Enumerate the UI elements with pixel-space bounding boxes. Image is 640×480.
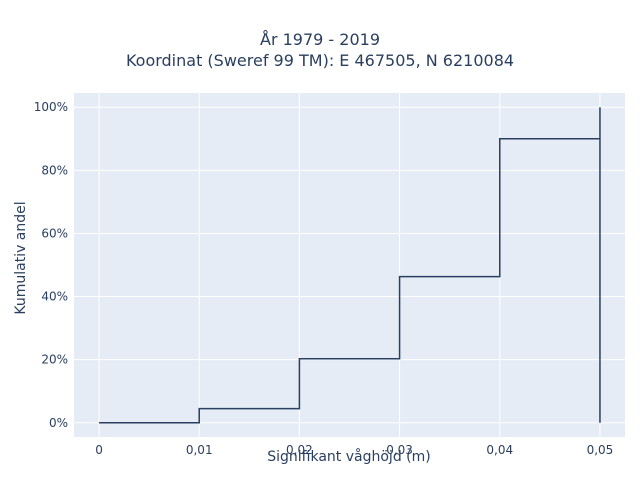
- cumulative-step-line: [99, 107, 601, 424]
- y-tick-label: 20%: [41, 353, 68, 367]
- x-tick-label: 0,01: [186, 443, 213, 457]
- chart-title-line1: År 1979 - 2019: [260, 30, 380, 49]
- y-tick-label: 100%: [34, 100, 68, 114]
- y-axis-label: Kumulativ andel: [13, 201, 29, 314]
- x-tick-label: 0,04: [486, 443, 513, 457]
- chart-title-line2: Koordinat (Sweref 99 TM): E 467505, N 62…: [125, 51, 515, 70]
- x-axis-label: Signifikant våghöjd (m): [267, 448, 430, 465]
- series-layer: [99, 107, 601, 424]
- y-tick-label: 60%: [41, 226, 68, 240]
- x-tick-label: 0,03: [386, 443, 413, 457]
- y-tick-label: 0%: [49, 416, 68, 430]
- x-tick-label: 0,05: [587, 443, 614, 457]
- x-axis-ticks: 0 0,01 0,02 0,03 0,04 0,05: [95, 443, 613, 457]
- y-axis-ticks: 0% 20% 40% 60% 80% 100%: [34, 100, 68, 430]
- plot-background: [74, 93, 625, 437]
- y-tick-label: 40%: [41, 290, 68, 304]
- grid-lines: [74, 93, 625, 437]
- y-tick-label: 80%: [41, 163, 68, 177]
- x-tick-label: 0: [95, 443, 103, 457]
- x-tick-label: 0,02: [286, 443, 313, 457]
